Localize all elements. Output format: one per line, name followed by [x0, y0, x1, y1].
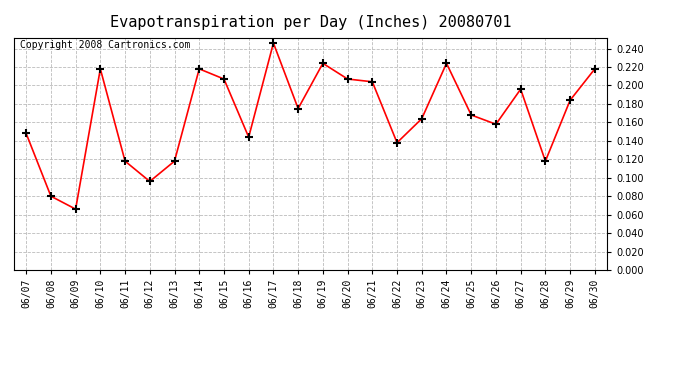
Text: Evapotranspiration per Day (Inches) 20080701: Evapotranspiration per Day (Inches) 2008… — [110, 15, 511, 30]
Text: Copyright 2008 Cartronics.com: Copyright 2008 Cartronics.com — [20, 40, 190, 50]
